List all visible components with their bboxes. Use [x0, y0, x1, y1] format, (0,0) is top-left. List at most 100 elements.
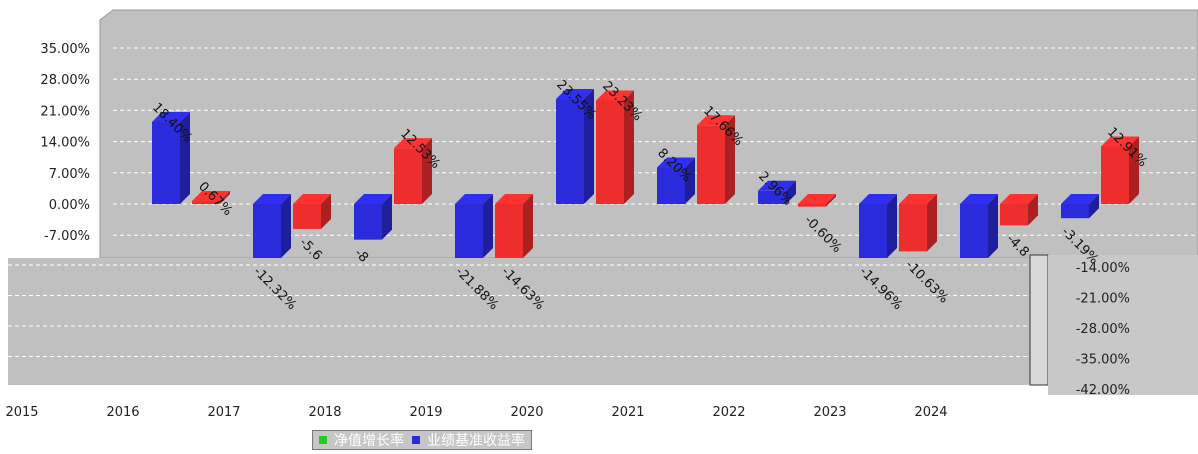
bar-front	[960, 204, 988, 258]
bar-top	[697, 115, 735, 126]
bar-side	[180, 111, 190, 204]
bar-front	[596, 100, 624, 204]
y-tick-label-right: -14.00%	[1076, 261, 1130, 276]
y-tick-label-left: 21.00%	[40, 104, 90, 119]
x-tick-label: 2018	[308, 405, 341, 420]
bar-net-value	[394, 138, 432, 204]
y-tick-label-right: -21.00%	[1076, 292, 1130, 307]
bar-front	[798, 204, 826, 207]
bar-side	[988, 194, 998, 258]
bar-top	[960, 194, 998, 204]
x-tick-label: 2016	[106, 405, 139, 420]
bar-side	[887, 194, 897, 258]
bar-front	[697, 125, 725, 204]
x-tick-label: 2023	[813, 405, 846, 420]
bar-front	[556, 99, 584, 204]
bar-front	[758, 190, 786, 204]
bar-benchmark	[253, 194, 291, 258]
bar-front	[1000, 204, 1028, 226]
bar-front	[657, 167, 685, 204]
bar-front	[1061, 204, 1089, 219]
bar-side	[321, 194, 331, 229]
bar-net-value	[899, 194, 937, 252]
bar-side	[584, 89, 594, 204]
bar-front	[394, 148, 422, 204]
bar-benchmark	[657, 157, 695, 204]
bar-side	[786, 180, 796, 204]
bar-net-value	[798, 194, 836, 207]
bar-side	[483, 194, 493, 258]
bar-top	[253, 194, 291, 204]
bar-net-value	[495, 194, 533, 258]
bar-benchmark	[960, 194, 998, 258]
y-tick-label-left: 28.00%	[40, 73, 90, 88]
bar-benchmark	[859, 194, 897, 258]
x-tick-label: 2019	[409, 405, 442, 420]
bar-benchmark	[758, 180, 796, 204]
bar-side	[1089, 194, 1099, 219]
bar-top	[192, 191, 230, 202]
bar-top	[455, 194, 493, 204]
x-tick-label: 2017	[207, 405, 240, 420]
bar-top	[495, 194, 533, 204]
bar-top	[152, 111, 190, 122]
bar-front	[899, 204, 927, 252]
y-tick-label-right: -42.00%	[1076, 383, 1130, 398]
y-tick-label-left: 7.00%	[49, 167, 90, 182]
bar-side	[1028, 194, 1038, 226]
bar-side	[523, 194, 533, 258]
y-tick-label-right: -35.00%	[1076, 353, 1130, 368]
bar-front	[152, 121, 180, 204]
plot-background-lower	[8, 258, 1030, 385]
bar-benchmark	[1061, 194, 1099, 219]
bar-top	[354, 194, 392, 204]
bar-top	[657, 157, 695, 168]
bar-benchmark	[455, 194, 493, 258]
bar-net-value	[596, 90, 634, 204]
bar-front	[859, 204, 887, 258]
bar-side	[422, 138, 432, 204]
bar-front	[293, 204, 321, 229]
y-tick-label-left: -7.00%	[44, 229, 90, 244]
x-tick-label: 2015	[5, 405, 38, 420]
plot-right-wall	[1029, 254, 1049, 386]
bar-front	[253, 204, 281, 258]
y-tick-label-left: 35.00%	[40, 42, 90, 57]
bar-top	[798, 194, 836, 204]
bar-net-value	[293, 194, 331, 229]
bar-front	[1101, 146, 1129, 204]
bar-top	[1101, 136, 1139, 147]
bar-top	[899, 194, 937, 204]
bar-top	[596, 90, 634, 101]
bar-front	[192, 201, 220, 204]
bar-side	[382, 194, 392, 240]
x-tick-label: 2021	[611, 405, 644, 420]
bar-side	[826, 194, 836, 207]
bar-front	[354, 204, 382, 240]
bar-net-value	[697, 115, 735, 204]
legend-swatch-blue	[412, 436, 420, 444]
bar-side	[927, 194, 937, 252]
bar-top	[859, 194, 897, 204]
bar-net-value	[1101, 136, 1139, 204]
legend-label-benchmark: 业绩基准收益率	[427, 433, 525, 449]
bar-side	[1129, 136, 1139, 204]
x-tick-label: 2024	[914, 405, 947, 420]
bar-front	[495, 204, 523, 258]
legend: 净值增长率 业绩基准收益率	[312, 430, 532, 450]
bar-side	[281, 194, 291, 258]
bar-top	[1061, 194, 1099, 204]
bar-top	[758, 180, 796, 191]
y-tick-label-left: 14.00%	[40, 136, 90, 151]
x-tick-label: 2022	[712, 405, 745, 420]
right-axis-panel	[1048, 255, 1198, 395]
bar-benchmark	[152, 111, 190, 204]
bar-top	[293, 194, 331, 204]
bar-top	[556, 89, 594, 100]
bar-side	[220, 191, 230, 204]
bar-top	[1000, 194, 1038, 204]
bar-side	[725, 115, 735, 204]
bar-front	[455, 204, 483, 258]
